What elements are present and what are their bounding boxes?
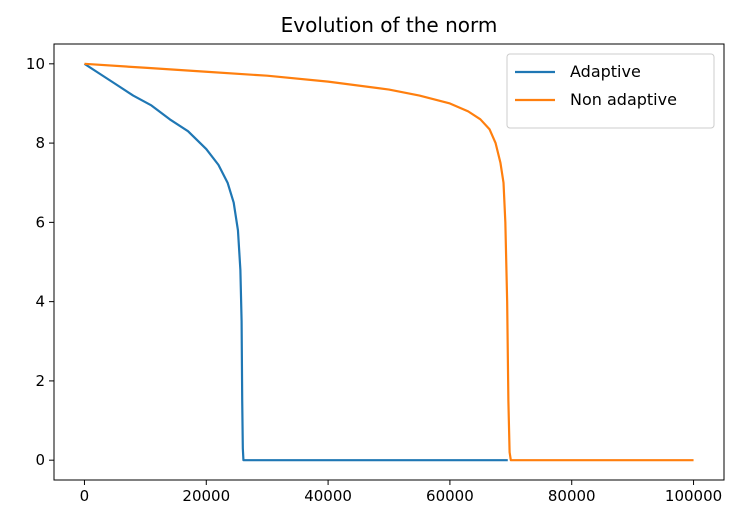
y-tick-label: 0 [35,451,45,469]
legend-label: Adaptive [570,62,641,81]
y-tick-label: 6 [35,213,45,231]
x-tick-label: 100000 [665,487,722,505]
y-tick-label: 10 [26,55,45,73]
plot-area [53,43,725,481]
y-tick-label: 2 [35,372,45,390]
legend-box [506,53,715,129]
series-layer [83,62,694,462]
x-tick-label: 0 [80,487,90,505]
y-axis: 0 2 4 6 8 10 [26,55,54,469]
x-tick-label: 80000 [548,487,596,505]
chart-title: Evolution of the norm [281,13,498,37]
x-axis: 0 20000 40000 60000 80000 100000 [80,480,722,505]
legend-label: Non adaptive [570,90,677,109]
x-tick-label: 60000 [426,487,474,505]
series-line-adaptive [83,62,508,462]
x-tick-label: 20000 [182,487,230,505]
y-tick-label: 4 [35,293,45,311]
y-tick-label: 8 [35,134,45,152]
plot-frame [53,43,725,481]
legend: Adaptive Non adaptive [506,53,715,129]
x-tick-label: 40000 [304,487,352,505]
series-line-non-adaptive [84,62,694,462]
